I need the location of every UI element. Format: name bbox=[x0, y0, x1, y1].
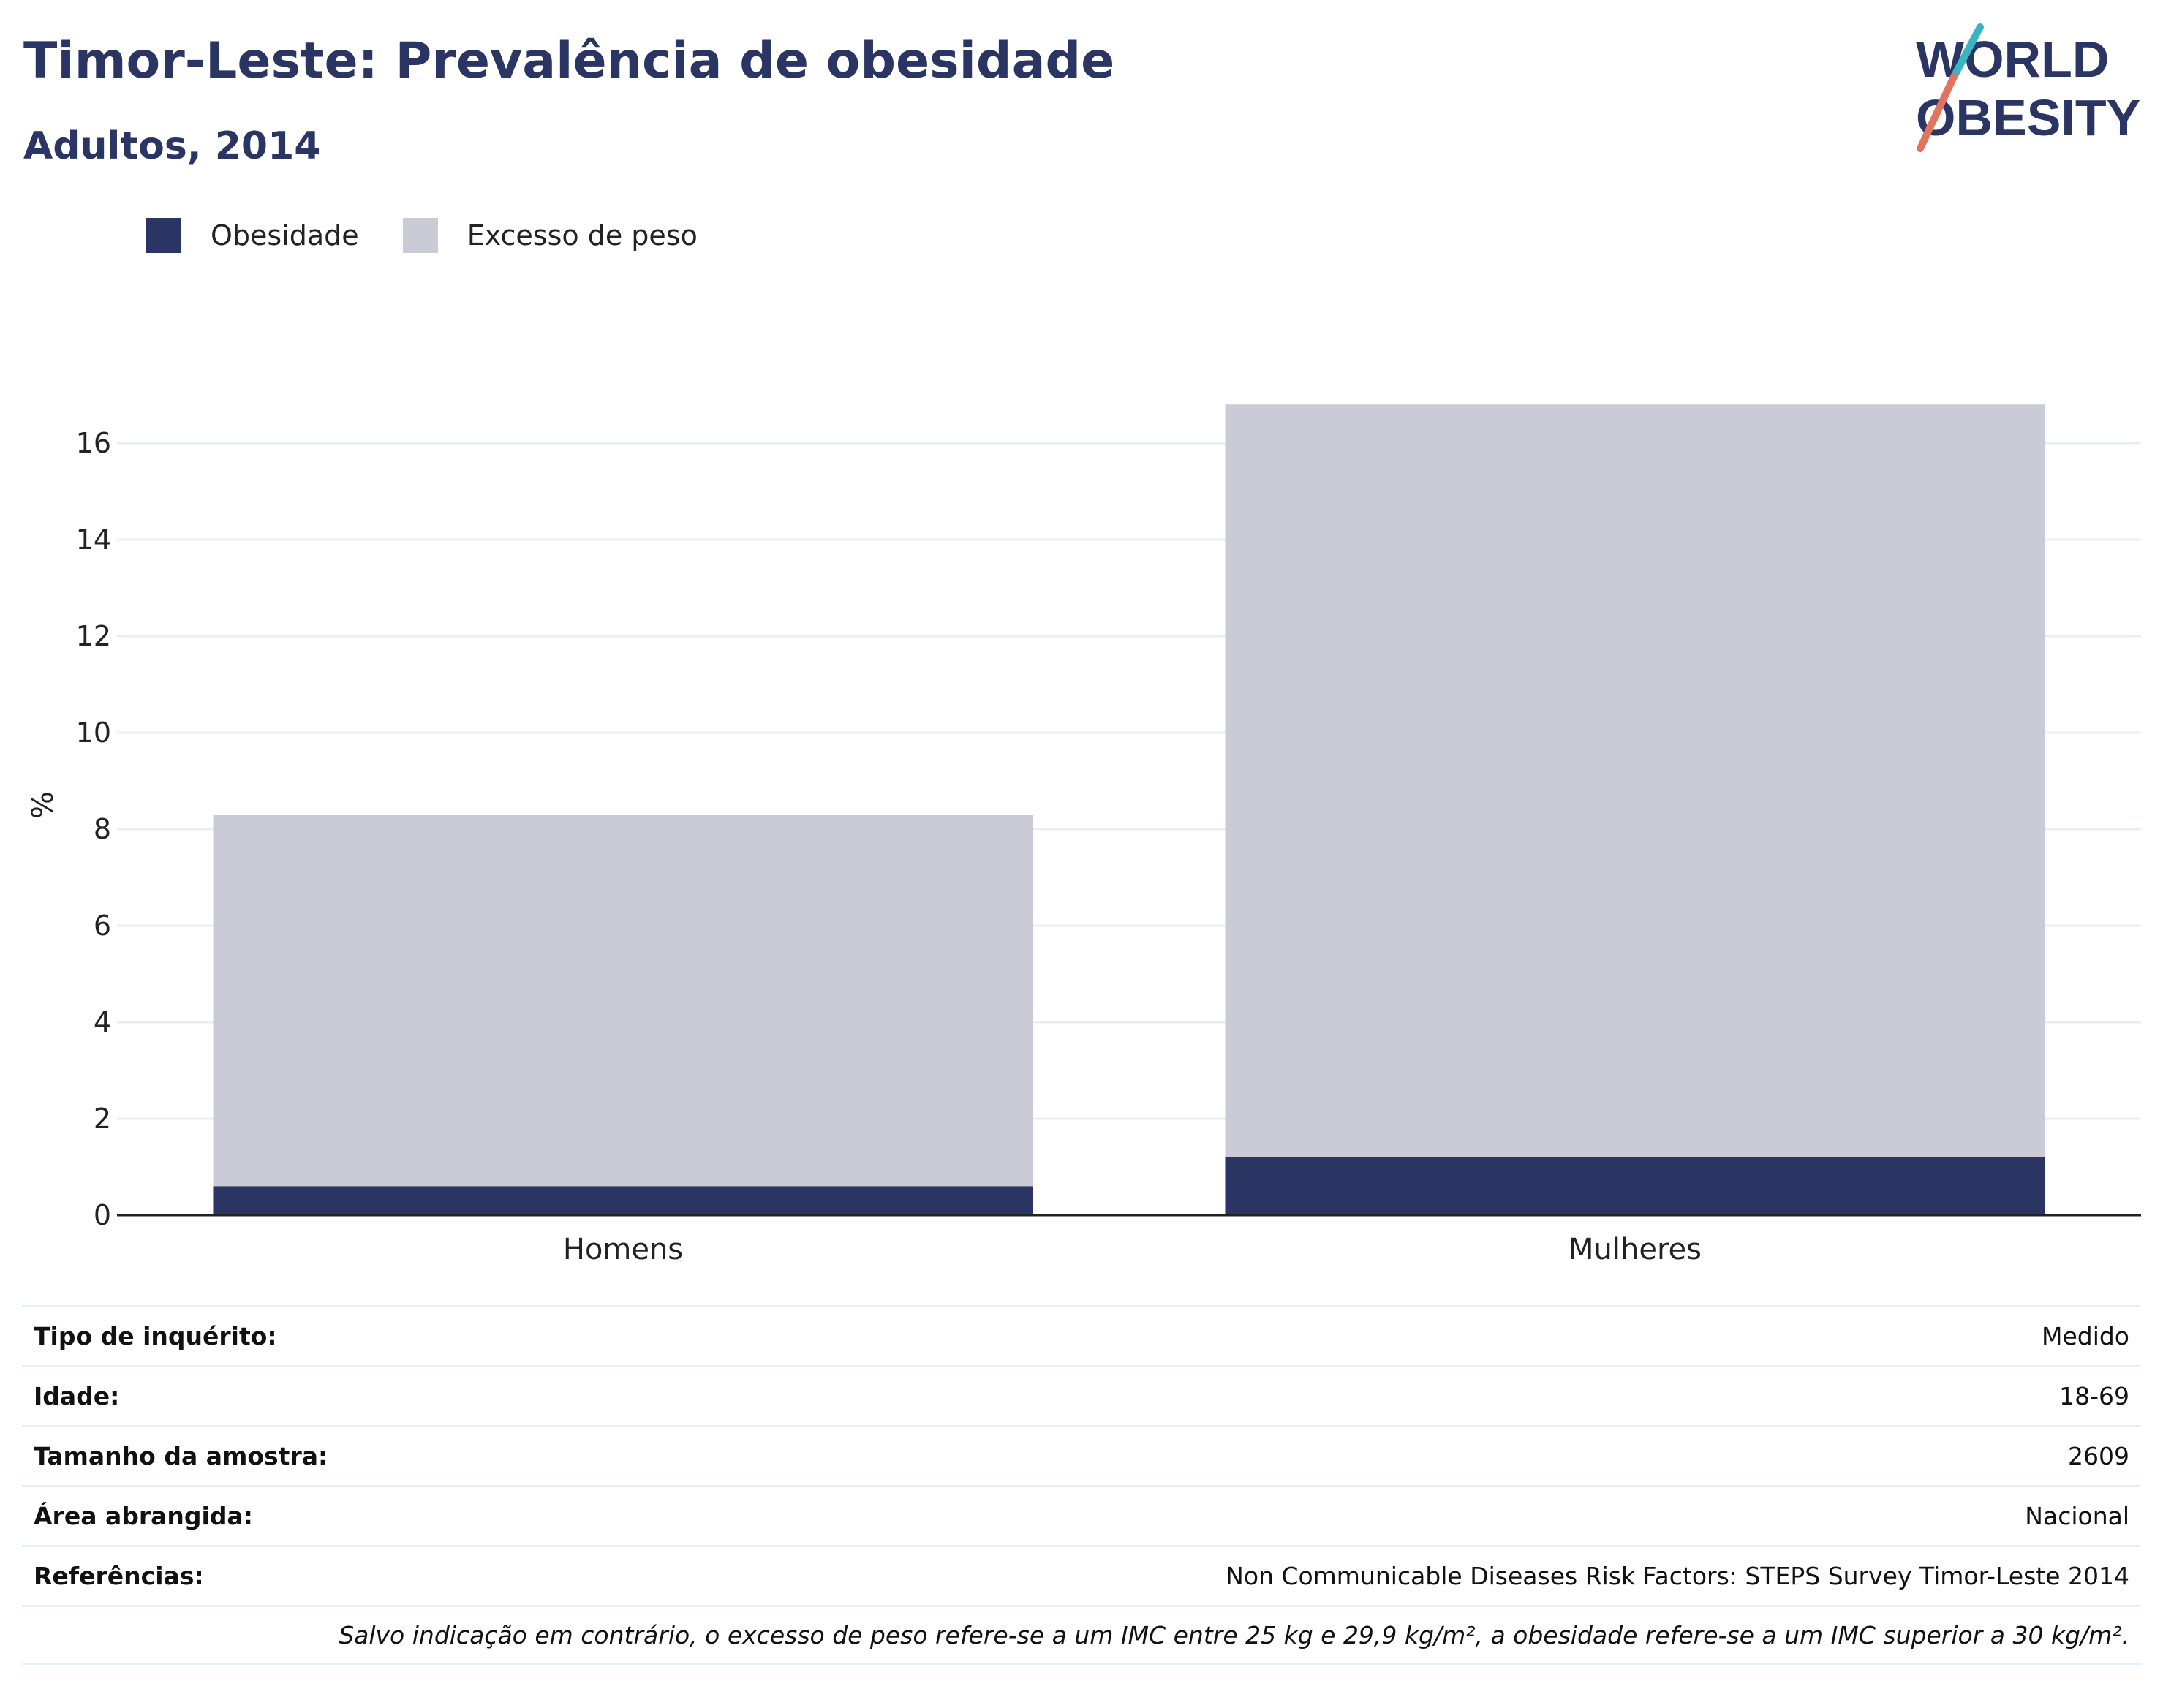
legend-item-obesity[interactable]: Obesidade bbox=[146, 218, 359, 253]
y-tick-label: 12 bbox=[76, 620, 111, 652]
info-note: Salvo indicação em contrário, o excesso … bbox=[22, 1605, 2141, 1665]
survey-info-table: Tipo de inquérito: Medido Idade: 18-69 T… bbox=[22, 1305, 2141, 1665]
info-row-area: Área abrangida: Nacional bbox=[22, 1485, 2141, 1545]
legend: Obesidade Excesso de peso bbox=[146, 216, 741, 254]
bar-overweight bbox=[213, 815, 1033, 1215]
y-tick-label: 8 bbox=[94, 813, 111, 845]
y-tick-label: 2 bbox=[94, 1103, 111, 1135]
legend-label-obesity: Obesidade bbox=[211, 219, 359, 252]
chart-title: Timor-Leste: Prevalência de obesidade bbox=[23, 32, 1115, 90]
info-row-references: Referências: Non Communicable Diseases R… bbox=[22, 1545, 2141, 1605]
info-row-sample-size: Tamanho da amostra: 2609 bbox=[22, 1425, 2141, 1485]
chart-subtitle: Adultos, 2014 bbox=[23, 124, 321, 168]
info-row-age: Idade: 18-69 bbox=[22, 1365, 2141, 1425]
y-axis-label: % bbox=[26, 791, 60, 819]
info-label: Tipo de inquérito: bbox=[34, 1322, 277, 1350]
info-value: Medido bbox=[2041, 1322, 2129, 1350]
svg-text:WORLD: WORLD bbox=[1916, 31, 2109, 88]
info-label: Área abrangida: bbox=[34, 1502, 253, 1530]
info-value: 2609 bbox=[2068, 1442, 2129, 1470]
x-tick-label: Mulheres bbox=[1569, 1233, 1702, 1266]
y-tick-label: 10 bbox=[76, 717, 111, 749]
bar-chart: 0 2 4 6 8 10 12 14 16% Homens Mulheres bbox=[26, 404, 2141, 1266]
legend-item-overweight[interactable]: Excesso de peso bbox=[402, 218, 698, 253]
legend-swatch-overweight bbox=[402, 218, 438, 253]
bar-obesity bbox=[213, 1186, 1033, 1215]
x-tick-label: Homens bbox=[563, 1233, 683, 1266]
info-value: Non Communicable Diseases Risk Factors: … bbox=[1226, 1562, 2129, 1590]
info-value: 18-69 bbox=[2059, 1382, 2129, 1410]
y-tick-label: 0 bbox=[94, 1199, 111, 1231]
info-label: Idade: bbox=[34, 1382, 120, 1410]
y-tick-label: 14 bbox=[76, 524, 111, 556]
bar-obesity bbox=[1225, 1157, 2045, 1215]
legend-label-overweight: Excesso de peso bbox=[467, 219, 698, 252]
info-row-survey-type: Tipo de inquérito: Medido bbox=[22, 1305, 2141, 1365]
y-tick-label: 6 bbox=[94, 910, 111, 942]
world-obesity-logo: WORLD OBESITY bbox=[1916, 23, 2140, 152]
info-label: Referências: bbox=[34, 1562, 204, 1590]
info-value: Nacional bbox=[2025, 1502, 2129, 1530]
y-tick-label: 16 bbox=[76, 427, 111, 459]
bar-overweight bbox=[1225, 404, 2045, 1216]
svg-text:OBESITY: OBESITY bbox=[1916, 89, 2140, 146]
y-tick-label: 4 bbox=[94, 1006, 111, 1038]
info-label: Tamanho da amostra: bbox=[34, 1442, 328, 1470]
info-note-text: Salvo indicação em contrário, o excesso … bbox=[339, 1620, 2129, 1650]
legend-swatch-obesity bbox=[146, 218, 181, 253]
